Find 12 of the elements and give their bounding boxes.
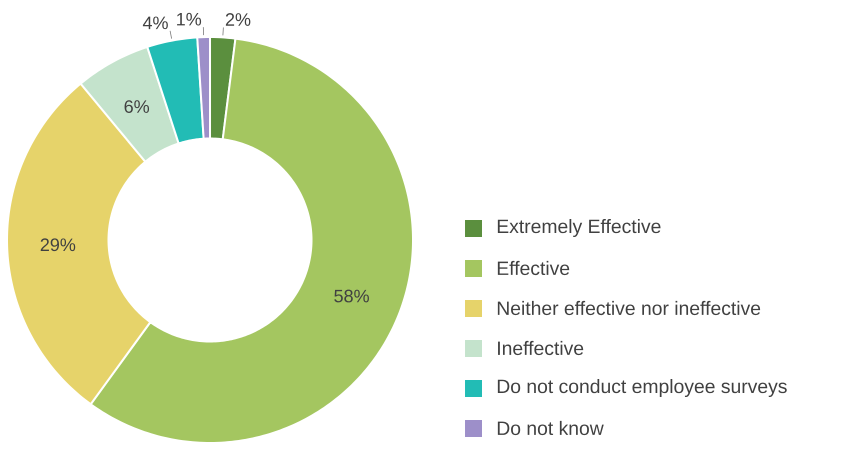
data-label: 6% bbox=[124, 100, 150, 113]
data-label: 2% bbox=[226, 13, 250, 26]
legend-label: Effective bbox=[498, 260, 570, 276]
legend-label: Do not know bbox=[498, 420, 604, 436]
legend-label: Neither effective nor ineffective bbox=[498, 300, 760, 316]
legend-label: Ineffective bbox=[498, 340, 584, 356]
legend-label: Do not conduct employee surveys bbox=[498, 378, 787, 398]
data-label: 4% bbox=[142, 16, 168, 30]
legend-label: Extremely Effective bbox=[498, 218, 661, 238]
data-label: 29% bbox=[40, 238, 76, 252]
data-label: 58% bbox=[334, 290, 369, 302]
data-label: 1% bbox=[177, 12, 202, 26]
